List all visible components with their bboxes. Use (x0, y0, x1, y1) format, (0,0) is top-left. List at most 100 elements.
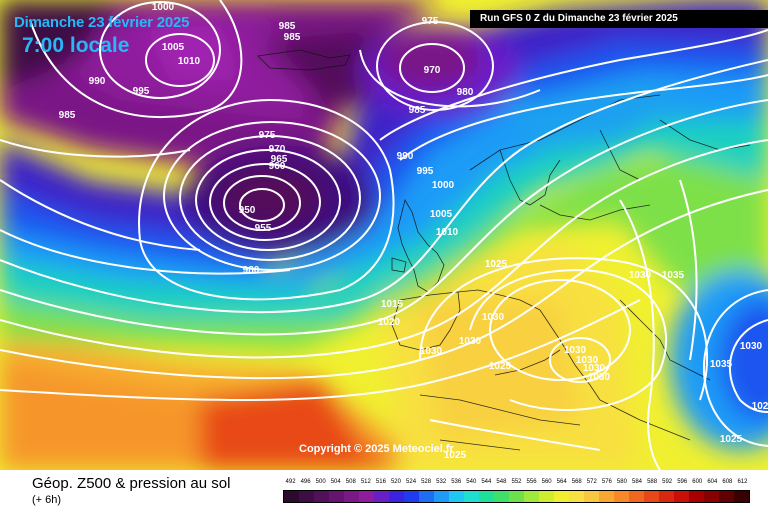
scale-value: 516 (375, 479, 386, 485)
isobar-label: 1025 (720, 434, 743, 445)
scale-value: 512 (360, 479, 371, 485)
scale-value: 552 (511, 479, 522, 485)
scale-swatch (314, 491, 330, 502)
scale-swatch (569, 491, 585, 502)
scale-swatch (479, 491, 495, 502)
isobar-label: 1005 (430, 209, 453, 220)
isobar-label: 1015 (381, 299, 404, 310)
scale-value: 496 (300, 479, 311, 485)
scale-swatch (719, 491, 735, 502)
isobar-label: 985 (284, 32, 301, 43)
isobar-label: 1030 (588, 372, 611, 383)
isobar-label: 1010 (178, 56, 201, 67)
scale-value: 588 (647, 479, 658, 485)
scale-swatch (359, 491, 375, 502)
scale-value: 520 (390, 479, 401, 485)
scale-swatch (659, 491, 675, 502)
isobar-label: 950 (239, 205, 256, 216)
legend-panel: Géop. Z500 & pression au sol (+ 6h) 492 4… (0, 470, 768, 512)
scale-swatch (734, 491, 749, 502)
scale-value: 608 (722, 479, 733, 485)
scale-value: 548 (496, 479, 507, 485)
scale-swatch (344, 491, 360, 502)
isobar-label: 970 (424, 65, 441, 76)
weather-map: 9859859751000100510109909959859709809859… (0, 0, 768, 470)
scale-swatch (464, 491, 480, 502)
scale-swatch (524, 491, 540, 502)
isobar-label: 1035 (710, 359, 733, 370)
scale-value: 564 (556, 479, 567, 485)
forecast-local-time: 7:00 locale (22, 34, 130, 57)
isobar-label: 955 (255, 223, 272, 234)
scale-value: 560 (541, 479, 552, 485)
scale-value: 604 (707, 479, 718, 485)
isobar-label: 1030 (459, 336, 482, 347)
scale-swatch (404, 491, 420, 502)
scale-swatch (389, 491, 405, 502)
scale-value: 580 (616, 479, 627, 485)
isobar-label: 1020 (378, 317, 401, 328)
isobar-label: 970 (269, 144, 286, 155)
scale-swatch (374, 491, 390, 502)
scale-value: 528 (421, 479, 432, 485)
scale-swatch (584, 491, 600, 502)
isobar-label: 102 (752, 401, 768, 412)
isobar-label: 1000 (152, 2, 175, 13)
scale-swatch (614, 491, 630, 502)
isobar-label: 985 (279, 21, 296, 32)
scale-value: 576 (601, 479, 612, 485)
model-run-label: Run GFS 0 Z du Dimanche 23 février 2025 (470, 10, 768, 28)
scale-swatch (434, 491, 450, 502)
scale-value: 544 (481, 479, 492, 485)
isobar-label: 965 (271, 154, 288, 165)
isobar-label: 1000 (432, 180, 455, 191)
scale-swatch (689, 491, 705, 502)
scale-swatch (329, 491, 345, 502)
isobar-label: 1035 (662, 270, 685, 281)
isobar-label: 975 (259, 130, 276, 141)
isobar-label: 1030 (583, 363, 606, 374)
isobar-label: 990 (89, 76, 106, 87)
scale-value: 584 (632, 479, 643, 485)
isobar-label: 1030 (576, 355, 599, 366)
isobar-label: 960 (269, 161, 286, 172)
scale-value: 536 (451, 479, 462, 485)
color-scale-values: 492 496 500 504 508 512 516 520 524 528 532 536 540 5… (283, 479, 750, 489)
scale-value: 592 (662, 479, 673, 485)
isobar-label: 975 (422, 16, 439, 27)
scale-value: 556 (526, 479, 537, 485)
scale-value: 596 (677, 479, 688, 485)
scale-value: 500 (315, 479, 326, 485)
scale-swatch (599, 491, 615, 502)
isobar-label: 1025 (444, 450, 467, 461)
isobar-label: 980 (243, 265, 260, 276)
color-scale-bar (283, 490, 750, 503)
scale-value: 600 (692, 479, 703, 485)
isobar-label: 1030 (564, 345, 587, 356)
scale-swatch (449, 491, 465, 502)
isobar-labels: 9859859751000100510109909959859709809859… (59, 2, 768, 461)
scale-swatch (299, 491, 315, 502)
scale-swatch (494, 491, 510, 502)
isobar-label: 990 (397, 151, 414, 162)
scale-value: 568 (571, 479, 582, 485)
isobar-label: 985 (409, 105, 426, 116)
scale-swatch (284, 491, 300, 502)
isobar-label: 995 (133, 86, 150, 97)
scale-swatch (704, 491, 720, 502)
scale-value: 572 (586, 479, 597, 485)
isobar-label: 995 (417, 166, 434, 177)
scale-value: 532 (436, 479, 447, 485)
isobar-label: 1030 (420, 346, 443, 357)
scale-value: 612 (737, 479, 748, 485)
map-caption: Géop. Z500 & pression au sol (32, 475, 231, 492)
isobar-label: 1005 (162, 42, 185, 53)
isobar-label: 1025 (485, 259, 508, 270)
forecast-step: (+ 6h) (32, 494, 62, 506)
scale-value: 504 (330, 479, 341, 485)
copyright-text: Copyright © 2025 Meteociel.fr (299, 443, 454, 455)
scale-value: 492 (285, 479, 296, 485)
scale-swatch (554, 491, 570, 502)
scale-swatch (644, 491, 660, 502)
isobar-label: 1025 (489, 361, 512, 372)
